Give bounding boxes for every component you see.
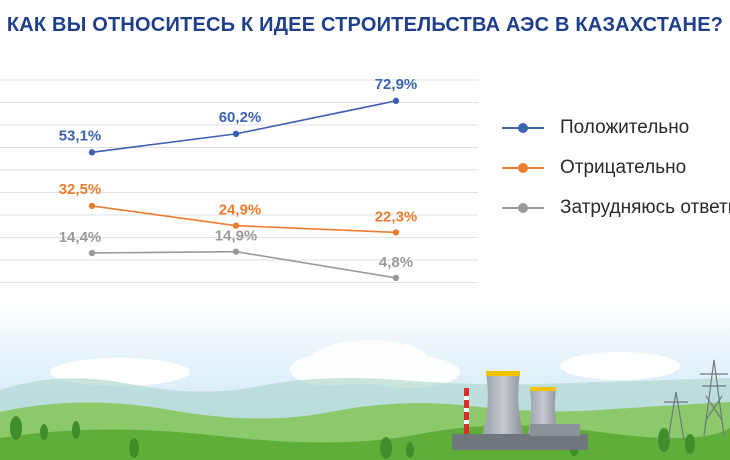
legend-item-positive: Положительно	[502, 116, 730, 140]
legend-item-undecided: Затрудняюсь ответить	[502, 196, 730, 220]
data-label: 24,9%	[219, 202, 262, 219]
data-point	[88, 249, 96, 257]
series-lines	[91, 100, 397, 279]
chart-title: КАК ВЫ ОТНОСИТЕСЬ К ИДЕЕ СТРОИТЕЛЬСТВА А…	[6, 14, 724, 36]
legend-label: Положительно	[560, 117, 690, 138]
data-point	[392, 97, 400, 105]
series-points	[88, 97, 400, 282]
legend-marker	[518, 123, 528, 133]
data-point	[232, 248, 240, 255]
data-label: 53,1%	[59, 127, 102, 144]
data-point	[392, 229, 400, 236]
data-point	[232, 222, 240, 229]
data-point	[88, 149, 96, 156]
data-label: 72,9%	[375, 76, 418, 93]
data-label: 60,2%	[219, 109, 262, 126]
data-point	[88, 202, 96, 210]
data-point	[392, 274, 400, 282]
power-line-tower-icon	[664, 359, 728, 441]
data-label: 14,9%	[215, 228, 258, 245]
legend-marker	[518, 203, 528, 213]
data-label: 4,8%	[379, 254, 413, 271]
series-line-2	[91, 250, 397, 279]
legend-label: Затрудняюсь ответить	[560, 197, 730, 218]
legend-label: Отрицательно	[560, 157, 687, 178]
line-chart: 53,1% 60,2% 72,9% 32,5% 24,9% 22,3% 14,4% 14,9%…	[0, 76, 478, 283]
data-labels: 53,1% 60,2% 72,9% 32,5% 24,9% 22,3% 14,4% 14,9%…	[59, 76, 418, 271]
nuclear-power-plant-icon	[452, 371, 588, 450]
legend-marker	[518, 163, 528, 173]
data-label: 14,4%	[59, 229, 102, 246]
grid-lines	[0, 79, 478, 283]
landscape-illustration	[0, 300, 730, 460]
legend-item-negative: Отрицательно	[502, 156, 730, 180]
data-point	[232, 130, 240, 138]
data-label: 32,5%	[59, 181, 102, 198]
data-label: 22,3%	[375, 208, 418, 225]
